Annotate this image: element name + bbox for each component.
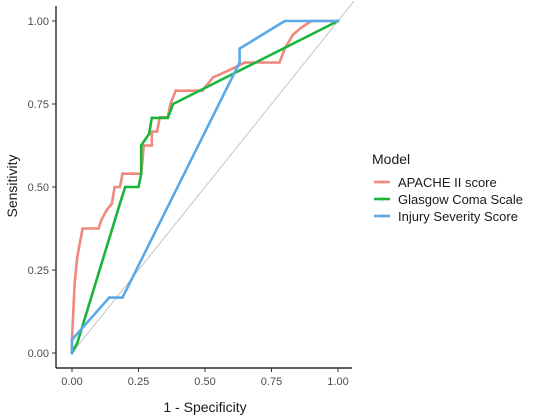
series-0-point-16 <box>129 172 132 176</box>
legend-title: Model <box>372 151 410 167</box>
series-0-point-15 <box>121 172 124 176</box>
x-axis-title: 1 - Specificity <box>163 399 246 415</box>
legend-label-2: Injury Severity Score <box>398 209 518 224</box>
series-2-point-1 <box>70 338 74 342</box>
y-tick-label-1: 0.25 <box>28 265 49 277</box>
series-1-point-3 <box>123 185 127 189</box>
series-2-point-4 <box>238 61 242 64</box>
x-tick-label-2: 0.50 <box>194 376 215 388</box>
series-0-point-14 <box>118 185 122 189</box>
series-2-point-6 <box>283 19 287 23</box>
series-2-point-0 <box>70 351 74 355</box>
series-0-point-21 <box>150 130 154 134</box>
series-0-point-27 <box>185 89 188 93</box>
legend: Model APACHE II score Glasgow Coma Scale I… <box>372 151 523 224</box>
series-2-point-2 <box>107 296 111 299</box>
series-0-point-8 <box>89 227 92 230</box>
series-0-point-36 <box>291 33 295 37</box>
series-1-point-10 <box>171 102 175 106</box>
axes <box>55 6 352 369</box>
y-tick-label-0: 0.00 <box>28 348 49 360</box>
series-0-point-7 <box>81 227 84 230</box>
series-0-point-6 <box>78 241 82 244</box>
series-0-point-25 <box>169 102 172 106</box>
x-tick-label-0: 0.00 <box>61 376 82 388</box>
series-0-point-34 <box>278 61 281 64</box>
series-1-point-9 <box>166 116 170 120</box>
plot-area <box>70 0 355 355</box>
series-0-point-28 <box>193 89 196 93</box>
legend-key-point-0 <box>380 180 384 184</box>
series-line-1 <box>70 19 340 355</box>
series-0-point-10 <box>99 218 103 222</box>
series-0-point-33 <box>262 61 265 64</box>
x-tick-label-4: 1.00 <box>327 376 348 388</box>
y-axis-title: Sensitivity <box>4 154 20 217</box>
reference-diagonal-line <box>70 0 355 355</box>
series-1-point-6 <box>139 144 143 147</box>
series-0-point-5 <box>75 255 79 259</box>
series-1-point-8 <box>150 116 154 120</box>
series-1-point-4 <box>137 185 140 189</box>
series-2-point-3 <box>121 296 124 299</box>
series-0-point-9 <box>97 227 100 230</box>
series-0-point-3 <box>73 281 77 285</box>
legend-label-0: APACHE II score <box>398 175 497 190</box>
ticks: 0.00 0.25 0.50 0.75 1.00 0.00 0.25 0.50 0.75 1.00 <box>28 16 349 388</box>
series-0-point-31 <box>230 67 234 71</box>
x-tick-label-1: 0.25 <box>128 376 149 388</box>
legend-label-1: Glasgow Coma Scale <box>398 192 523 207</box>
series-1-point-5 <box>139 172 143 176</box>
series-0-point-13 <box>113 185 116 189</box>
series-0-point-4 <box>74 268 78 272</box>
series-2-point-5 <box>238 47 242 50</box>
y-tick-label-4: 1.00 <box>28 16 49 28</box>
x-tick-label-3: 0.75 <box>261 376 282 388</box>
series-0-point-12 <box>110 202 114 206</box>
series-line-2 <box>70 19 340 355</box>
legend-key-point-2 <box>380 214 384 218</box>
series-2-point-7 <box>336 19 340 23</box>
series-0-point-20 <box>150 144 154 147</box>
series-0-point-37 <box>299 26 303 30</box>
series-0-point-2 <box>71 310 75 313</box>
series-0-point-30 <box>211 76 215 79</box>
y-tick-label-2: 0.50 <box>28 182 49 194</box>
series-0-point-32 <box>243 61 247 64</box>
series-1-point-1 <box>75 341 79 345</box>
series-0-point-11 <box>105 208 108 212</box>
legend-key-point-1 <box>380 197 384 201</box>
series-1-point-2 <box>118 202 122 206</box>
series-1-point-7 <box>147 132 151 136</box>
series-0-point-22 <box>155 130 159 134</box>
y-tick-label-3: 0.75 <box>28 99 49 111</box>
series-0-point-26 <box>174 89 178 93</box>
